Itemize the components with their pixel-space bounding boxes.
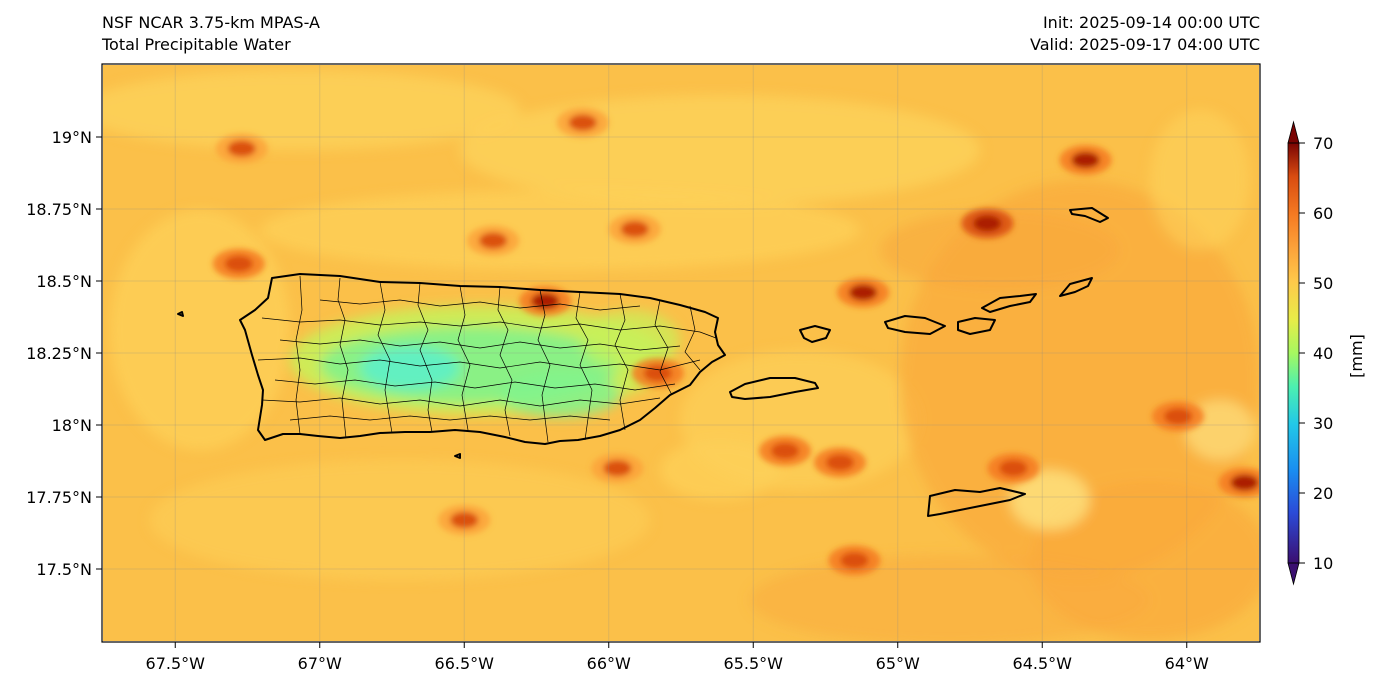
hotspot-66.25w <box>531 293 560 310</box>
field-name: Total Precipitable Water <box>102 35 291 54</box>
mona-island-coastline <box>177 311 184 317</box>
lat-tick-label: 18°N <box>52 416 92 435</box>
hotspot-65.1w <box>849 284 878 301</box>
lat-tick-label: 17.5°N <box>36 560 92 579</box>
init-time: Init: 2025-09-14 00:00 UTC <box>1042 13 1260 32</box>
lon-tick-label: 66.5°W <box>435 654 495 673</box>
hotspot-64.05w <box>1164 408 1193 425</box>
culebra-coastline <box>799 325 831 343</box>
lon-tick-label: 64.5°W <box>1013 654 1073 673</box>
colorbar-tick-label: 40 <box>1313 344 1333 363</box>
hotspot-68.3w <box>224 255 253 272</box>
anegada-coastline <box>1069 207 1109 223</box>
time-info-block: Init: 2025-09-14 00:00 UTC Valid: 2025-0… <box>1030 12 1260 56</box>
lon-tick-label: 67.5°W <box>146 654 206 673</box>
hotspot-65.15w <box>840 552 869 569</box>
tortola-coastline <box>981 293 1037 313</box>
lat-tick-label: 18.75°N <box>26 200 92 219</box>
coastlines <box>177 207 1109 517</box>
colorbar-tick-label: 60 <box>1313 204 1333 223</box>
caja-de-muertos-coastline <box>454 453 461 459</box>
hotspot-64.6w <box>999 460 1028 477</box>
st-john-coastline <box>957 317 996 335</box>
lat-tick-label: 19°N <box>52 128 92 147</box>
virgin-gorda-coastline <box>1059 277 1093 297</box>
lat-tick-label: 18.5°N <box>36 272 92 291</box>
lat-tick-label: 18.25°N <box>26 344 92 363</box>
puerto-rico-coastline <box>239 273 726 445</box>
lat-tick-label: 17.75°N <box>26 488 92 507</box>
lon-tick-label: 67°W <box>298 654 342 673</box>
vieques-coastline <box>729 377 819 400</box>
colorbar-tick-label: 70 <box>1313 134 1333 153</box>
hotspot-66.5w <box>450 512 479 529</box>
colorbar-extend-min <box>1287 562 1300 586</box>
colorbar-ticks: 10 20 30 40 50 60 70 <box>1299 134 1333 573</box>
map-title-block: NSF NCAR 3.75-km MPAS-A Total Precipitab… <box>102 12 320 56</box>
hotspot-67.25w <box>227 140 256 157</box>
colorbar-gradient <box>1288 143 1299 563</box>
precipitable-water-field <box>103 65 1259 641</box>
hotspot-66.1w <box>568 114 597 131</box>
hotspot-65.85w <box>643 365 672 382</box>
lon-tick-label: 66°W <box>587 654 631 673</box>
colorbar-label: [mm] <box>1347 334 1366 378</box>
lon-tick-label: 65.5°W <box>724 654 784 673</box>
hotspot-65.9w <box>620 221 649 238</box>
hotspot-64.35w <box>1071 152 1100 169</box>
longitude-ticks: 67.5°W 67°W 66.5°W 66°W 65.5°W 65°W 64.5°W 64°W <box>146 642 1209 673</box>
st-thomas-coastline <box>884 315 946 335</box>
hotspot-65.2w <box>825 454 854 471</box>
hotspot-65.95w <box>603 460 632 477</box>
lon-tick-label: 65°W <box>876 654 920 673</box>
hotspot-63.8w <box>1230 474 1259 491</box>
gridlines <box>103 65 1259 641</box>
hotspot-layer <box>212 107 1259 576</box>
hotspot-66.35w <box>479 232 508 249</box>
hotspot-64.7w <box>973 215 1002 232</box>
model-name: NSF NCAR 3.75-km MPAS-A <box>102 13 320 32</box>
field-texture <box>103 70 1259 641</box>
colorbar-tick-label: 20 <box>1313 484 1333 503</box>
municipality-boundaries <box>257 275 717 443</box>
hotspot-65.4w <box>771 442 800 459</box>
st-croix-coastline <box>927 487 1026 517</box>
colorbar-tick-label: 10 <box>1313 554 1333 573</box>
colorbar-tick-label: 50 <box>1313 274 1333 293</box>
valid-time: Valid: 2025-09-17 04:00 UTC <box>1029 35 1260 54</box>
latitude-ticks: 19°N 18.75°N 18.5°N 18.25°N 18°N 17.75°N 17.5°… <box>26 128 102 579</box>
colorbar-extend-max <box>1287 120 1300 144</box>
lon-tick-label: 64°W <box>1165 654 1209 673</box>
colorbar-tick-label: 30 <box>1313 414 1333 433</box>
